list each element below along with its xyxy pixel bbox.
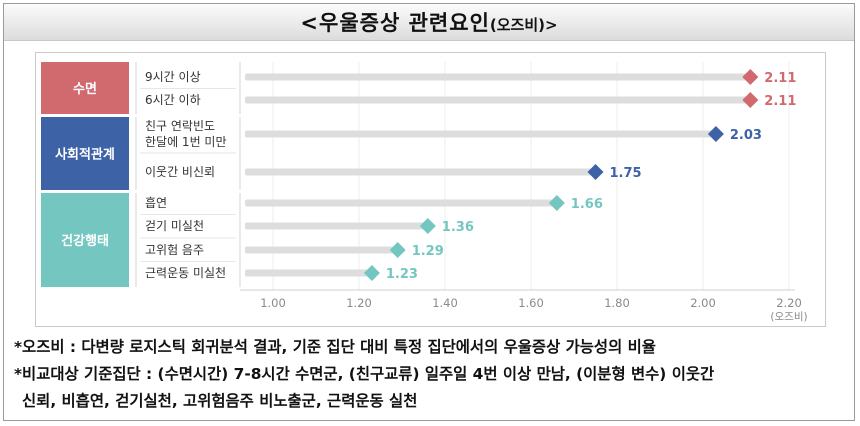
title-unit: (오즈비)>	[489, 16, 558, 34]
x-tick-label: 1.40	[432, 296, 458, 310]
marker	[389, 242, 406, 258]
figure-frame	[3, 3, 855, 421]
bar	[245, 73, 751, 81]
footnote-reference-group-cont: 신뢰, 비흡연, 걷기실천, 고위험음주 비노출군, 근력운동 실천	[22, 392, 418, 410]
row-label: 걷기 미실천	[145, 218, 204, 233]
row-label: 고위험 음주	[145, 243, 204, 257]
value-label: 1.29	[412, 244, 444, 259]
x-tick-label: 2.00	[690, 296, 716, 310]
value-label: 1.23	[386, 267, 418, 282]
value-label: 2.03	[730, 128, 762, 143]
group-band	[41, 62, 129, 114]
marker	[419, 218, 436, 234]
marker	[587, 164, 604, 180]
value-label: 1.75	[610, 166, 642, 181]
marker	[707, 126, 724, 142]
value-label: 1.66	[571, 197, 603, 212]
value-label: 2.11	[764, 71, 796, 86]
chart-title: <우울증상 관련요인(오즈비)>	[300, 7, 557, 37]
row-label: 흡연	[145, 196, 167, 210]
footnotes: *오즈비 : 다변량 로지스틱 회귀분석 결과, 기준 집단 대비 특정 집단에…	[14, 334, 854, 415]
footnote-reference-group: *비교대상 기준집단 : (수면시간) 7-8시간 수면군, (친구교류) 일주…	[14, 365, 715, 383]
value-label: 2.11	[764, 94, 796, 109]
bar	[245, 130, 716, 138]
x-tick-label: 2.20	[776, 296, 802, 310]
group-label: 수면	[73, 81, 97, 97]
marker	[742, 92, 759, 108]
x-tick-label: 1.60	[518, 296, 544, 310]
title-bar: <우울증상 관련요인(오즈비)>	[4, 4, 854, 41]
group-band	[41, 117, 129, 190]
x-axis-label: (오즈비)	[770, 311, 807, 323]
footnote-odds-ratio: *오즈비 : 다변량 로지스틱 회귀분석 결과, 기준 집단 대비 특정 집단에…	[14, 338, 656, 356]
group-label: 사회적관계	[55, 147, 115, 163]
row-label: 6시간 이하	[145, 93, 201, 107]
x-tick-label: 1.00	[260, 296, 286, 310]
bar	[245, 246, 398, 254]
x-tick-label: 1.80	[604, 296, 630, 310]
group-label: 건강행태	[61, 233, 109, 249]
row-label: 이웃간 비신뢰	[145, 165, 215, 179]
title-main: <우울증상 관련요인	[300, 11, 490, 35]
bar	[245, 199, 557, 207]
value-label: 1.36	[442, 220, 474, 235]
marker	[548, 195, 565, 211]
row-label: 친구 연락빈도 한달에 1번 미만	[145, 119, 227, 149]
marker	[742, 69, 759, 85]
x-tick-label: 1.20	[346, 296, 372, 310]
group-band	[41, 193, 129, 287]
row-label: 9시간 이상	[145, 70, 201, 84]
bar	[245, 168, 596, 176]
row-label: 근력운동 미실천	[145, 265, 226, 280]
bar	[245, 222, 428, 230]
bar	[245, 269, 372, 277]
marker	[363, 265, 380, 281]
bar	[245, 96, 751, 104]
